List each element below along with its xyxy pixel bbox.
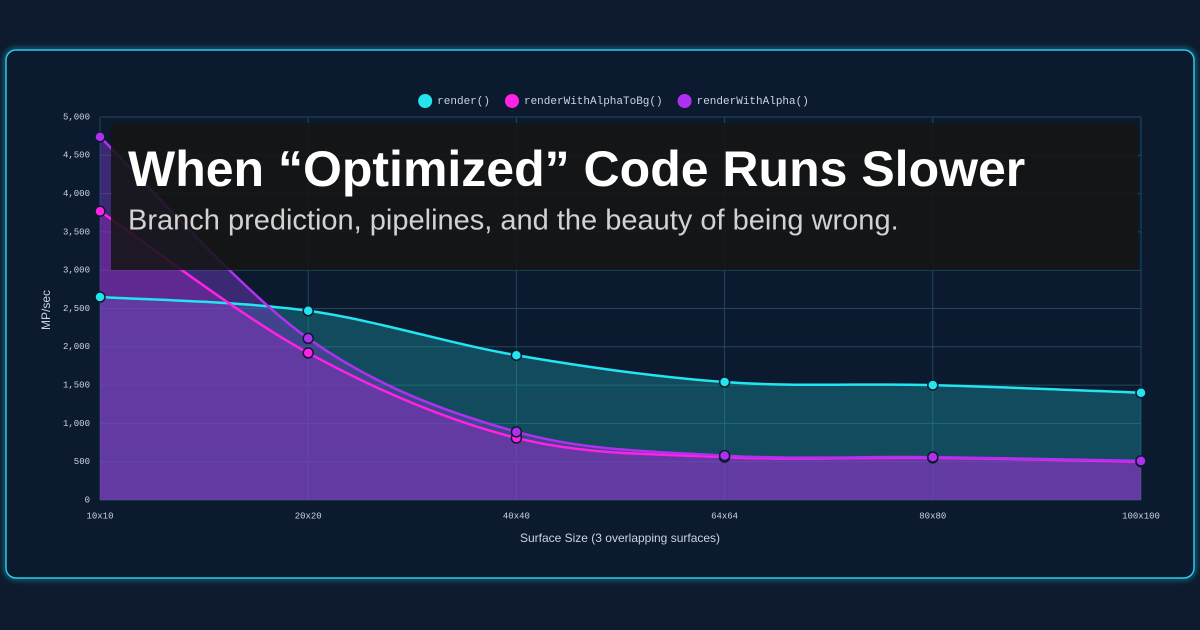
line [99, 295, 1142, 395]
x-axis-label: Surface Size (3 overlapping surfaces) [520, 531, 720, 545]
y-tick-label: 5,000 [63, 112, 90, 122]
point [94, 291, 106, 303]
area [100, 211, 1141, 500]
legend-swatch [504, 94, 519, 108]
point [302, 305, 314, 317]
point [510, 349, 523, 361]
legend-label: render() [437, 96, 490, 108]
title-box [111, 123, 1138, 270]
y-tick-label: 3,500 [63, 227, 90, 237]
x-tick-label: 80x80 [919, 511, 946, 521]
point [927, 379, 939, 391]
legend-label: renderWithAlphaToBg() [524, 96, 663, 108]
y-axis-label: MP/sec [39, 290, 53, 330]
subtitle: Branch prediction, pipelines, and the be… [128, 205, 899, 237]
y-tick-label: 3,000 [63, 266, 90, 276]
area [100, 136, 1141, 500]
legend: render() renderWithAlphaToBg() renderWithA… [418, 94, 809, 108]
x-tick-label: 40x40 [503, 511, 530, 521]
point [302, 347, 314, 359]
point [302, 332, 314, 345]
point [1135, 387, 1147, 399]
title: When “Optimized” Code Runs Slower [128, 141, 1025, 197]
y-tick-label: 500 [74, 457, 90, 467]
y-tick-label: 2,000 [63, 342, 90, 352]
x-tick-label: 10x10 [86, 511, 113, 521]
y-tick-label: 1,000 [63, 419, 90, 429]
point [1135, 455, 1147, 467]
x-tick-label: 20x20 [295, 511, 322, 521]
line [99, 136, 1142, 463]
y-tick-label: 2,500 [63, 304, 90, 314]
point [94, 131, 106, 143]
y-tick-label: 0 [85, 495, 90, 505]
legend-item: render() [418, 94, 490, 108]
point [510, 426, 523, 438]
legend-label: renderWithAlpha() [697, 96, 809, 108]
y-tick-label: 4,000 [63, 189, 90, 199]
x-tick-label: 64x64 [711, 511, 738, 521]
area [100, 297, 1141, 500]
x-tick-label: 100x100 [1122, 511, 1160, 521]
point [718, 449, 731, 462]
point [927, 451, 939, 463]
legend-item: renderWithAlpha() [677, 94, 809, 108]
legend-item: renderWithAlphaToBg() [504, 94, 663, 108]
y-tick-label: 4,500 [63, 151, 90, 161]
legend-swatch [677, 94, 692, 108]
legend-swatch [418, 94, 433, 108]
point [94, 205, 106, 217]
point [718, 376, 731, 388]
y-tick-label: 1,500 [63, 380, 90, 390]
